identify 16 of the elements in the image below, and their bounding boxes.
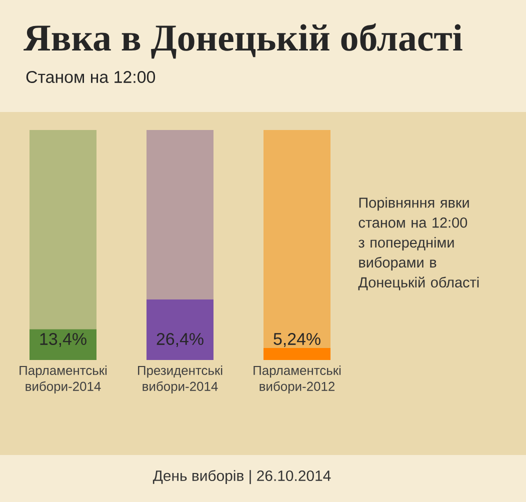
x-tick-label: Парламентські вибори-2012 [254,366,341,394]
data-label: 26,4% [156,333,204,347]
bar [30,130,96,330]
bar [264,130,330,348]
data-label: 5,24% [274,333,320,347]
bar [146,130,214,300]
chart-subtitle: Станом на 12:00 [26,70,156,83]
text: Порівняння явки станом на 12:00 з попередніми виборами в Донецькій області [358,197,479,290]
x-tick-label: Президентські вибори-2014 [138,366,222,394]
text: День виборів | 26.10.2014 [152,470,331,484]
bar [146,299,214,360]
data-label: 13,4% [40,333,86,347]
bar [30,329,96,360]
bar [264,348,330,360]
chart-title: Явка в Донецькій області [24,23,462,59]
x-tick-label: Парламентські вибори-2014 [20,366,107,394]
